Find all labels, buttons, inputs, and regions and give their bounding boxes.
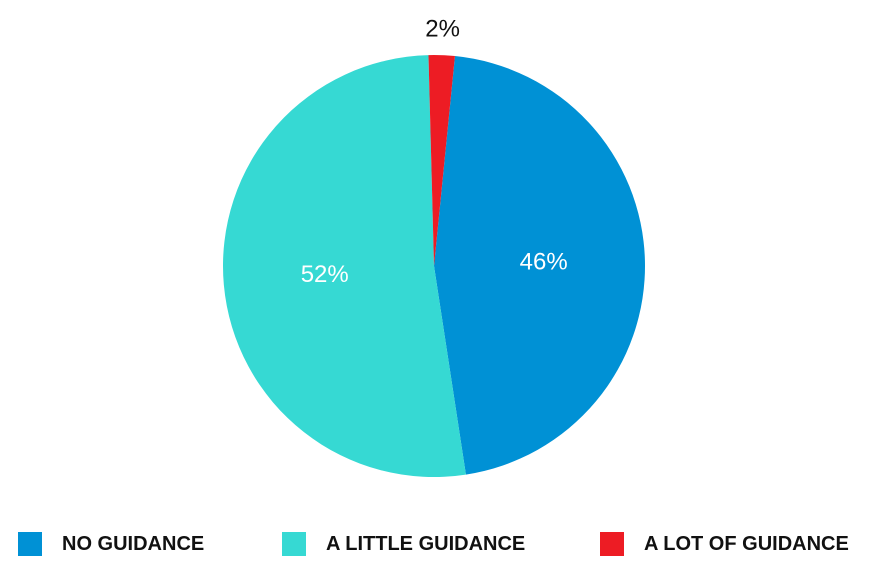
legend-item-no-guidance: NO GUIDANCE [18, 527, 204, 561]
pie-value-label-no-guidance: 46% [520, 248, 568, 275]
chart-legend: NO GUIDANCE A LITTLE GUIDANCE A LOT OF G… [0, 527, 881, 561]
legend-item-a-lot-of-guidance: A LOT OF GUIDANCE [600, 527, 849, 561]
legend-swatch-a-little-guidance [282, 532, 306, 556]
pie-slices [223, 55, 646, 477]
legend-item-a-little-guidance: A LITTLE GUIDANCE [282, 527, 525, 561]
pie-slice-no-guidance [434, 56, 646, 475]
legend-label-a-little-guidance: A LITTLE GUIDANCE [326, 532, 526, 555]
pie-value-label-a-lot-of-guidance: 2% [425, 16, 460, 43]
legend-label-no-guidance: NO GUIDANCE [62, 532, 205, 555]
pie-slice-a-little-guidance [223, 55, 466, 477]
legend-swatch-a-lot-of-guidance [600, 532, 624, 556]
pie-chart-svg: 46% 52% 2% [223, 16, 646, 477]
pie-chart: 46% 52% 2% [223, 16, 646, 477]
legend-swatch-no-guidance [18, 532, 42, 556]
pie-slice-a-lot-of-guidance [428, 55, 455, 266]
legend-label-a-lot-of-guidance: A LOT OF GUIDANCE [644, 532, 849, 555]
pie-value-labels: 46% 52% 2% [301, 16, 568, 289]
pie-value-label-a-little-guidance: 52% [301, 261, 349, 288]
